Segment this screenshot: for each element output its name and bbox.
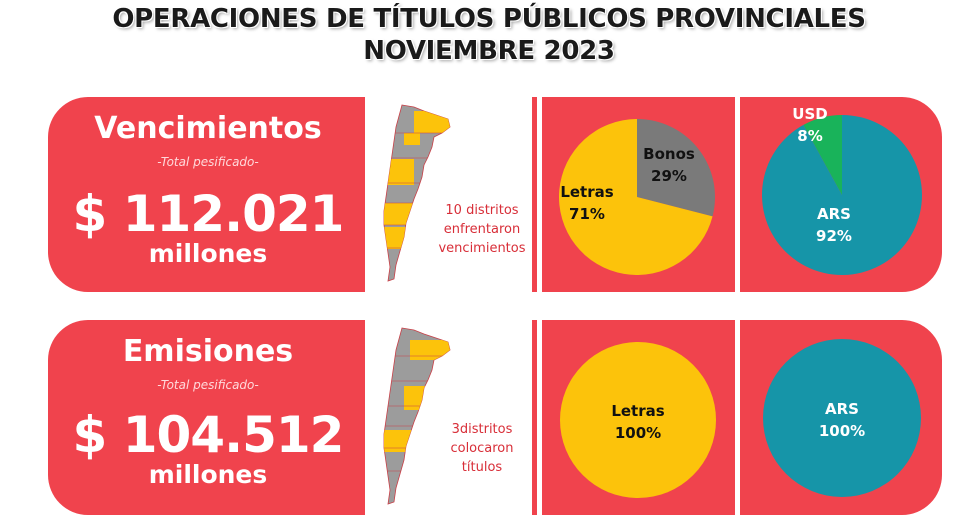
pie-value-label-bonos: 29% <box>651 167 687 185</box>
emisiones-map-caption: 3distritos colocaron títulos <box>450 422 514 475</box>
pie-value-label-letras: 71% <box>569 205 605 223</box>
pie-chart-currency-emisiones: ARS 100% <box>763 339 921 497</box>
emisiones-subtitle: -Total pesificado- <box>157 378 259 392</box>
pie-label-usd: USD <box>792 105 827 123</box>
pie-label-letras: Letras <box>560 183 613 201</box>
page-title-line2: NOVIEMBRE 2023 <box>363 36 615 66</box>
emisiones-band: Emisiones -Total pesificado- $ 104.512 m… <box>48 320 942 515</box>
pie-slice-usd <box>803 115 842 195</box>
pie-chart-currency-vencimientos: ARS 92% USD 8% <box>762 105 922 275</box>
emisiones-label: Emisiones <box>122 334 294 369</box>
vencimientos-label: Vencimientos <box>94 111 322 146</box>
pie-slice-letras <box>559 119 713 275</box>
emisiones-amount: $ 104.512 <box>72 406 345 464</box>
page-title-line1: OPERACIONES DE TÍTULOS PÚBLICOS PROVINCI… <box>112 4 866 34</box>
vencimientos-unit: millones <box>148 239 268 268</box>
vencimientos-subtitle: -Total pesificado- <box>157 155 259 169</box>
pie-value-label-ars: 100% <box>819 422 865 440</box>
pie-chart-instrument-emisiones: Letras 100% <box>560 342 716 498</box>
emisiones-map-panel: 3distritos colocaron títulos <box>370 320 532 515</box>
pie-value-label-usd: 8% <box>797 127 822 145</box>
vencimientos-map-panel: 10 distritos enfrentaron vencimientos <box>370 97 532 292</box>
pie-label-ars: ARS <box>817 205 851 223</box>
argentina-map-icon <box>383 327 451 505</box>
pie-chart-instrument-vencimientos: Letras 71% Bonos 29% <box>559 119 715 275</box>
pie-label-ars: ARS <box>825 400 859 418</box>
emisiones-unit: millones <box>148 460 268 489</box>
pie-label-letras: Letras <box>611 402 664 420</box>
pie-slice-bonos <box>637 119 715 217</box>
pie-slice-ars <box>762 115 922 275</box>
vencimientos-amount: $ 112.021 <box>72 185 345 243</box>
pie-label-bonos: Bonos <box>643 145 695 163</box>
pie-slice-ars <box>763 339 921 497</box>
vencimientos-band: Vencimientos -Total pesificado- $ 112.02… <box>48 97 942 292</box>
argentina-map-icon <box>383 104 451 282</box>
vencimientos-map-caption: 10 distritos enfrentaron vencimientos <box>438 203 526 256</box>
pie-value-label-letras: 100% <box>615 424 661 442</box>
pie-value-label-ars: 92% <box>816 227 852 245</box>
pie-slice-letras <box>560 342 716 498</box>
